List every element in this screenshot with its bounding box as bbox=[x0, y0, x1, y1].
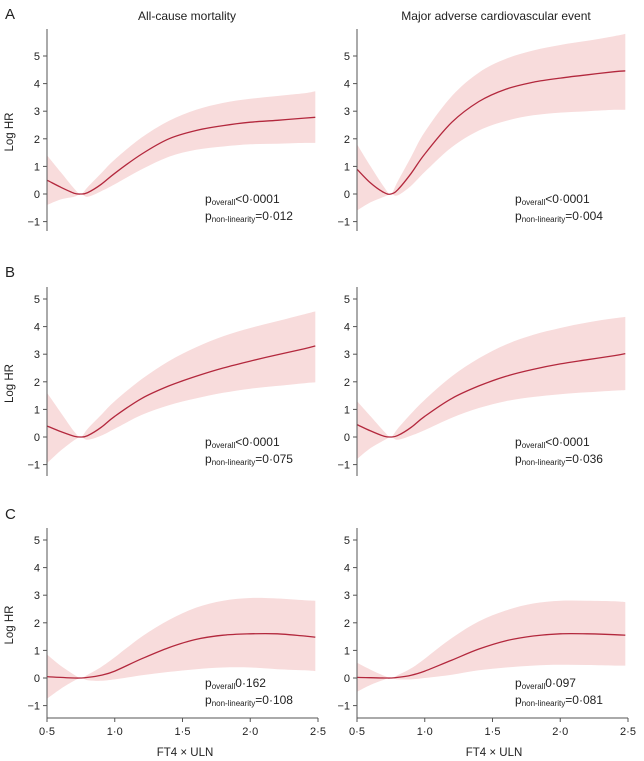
confidence-band bbox=[47, 91, 316, 205]
y-tick-label: 0 bbox=[34, 189, 40, 201]
confidence-band bbox=[357, 316, 626, 460]
panel-label-a: A bbox=[5, 6, 15, 23]
y-tick-label: 3 bbox=[34, 590, 40, 602]
panel-b-all-cause: −1 0 1 2 3 4 5 Log HR poverall<0·0001 pnon-linear… bbox=[4, 287, 316, 476]
y-tick-label: 1 bbox=[34, 645, 40, 657]
x-tick-label: 1·0 bbox=[417, 726, 433, 738]
p-nonlinearity-annotation: pnon-linearity=0·081 bbox=[515, 693, 603, 708]
y-tick-label: 3 bbox=[344, 349, 350, 361]
y-tick-label: 1 bbox=[344, 645, 350, 657]
y-tick-label: 3 bbox=[344, 590, 350, 602]
y-tick-label: 2 bbox=[344, 618, 350, 630]
x-tick-label: 1·5 bbox=[175, 726, 191, 738]
x-tick-label: 0·5 bbox=[349, 726, 365, 738]
x-tick-label: 2·5 bbox=[620, 726, 636, 738]
p-nonlinearity-annotation: pnon-linearity=0·075 bbox=[205, 452, 293, 467]
y-tick-label: 0 bbox=[34, 673, 40, 685]
p-nonlinearity-annotation: pnon-linearity=0·012 bbox=[205, 209, 293, 224]
y-tick-label: −1 bbox=[337, 217, 350, 229]
y-axis-label: Log HR bbox=[4, 606, 16, 645]
y-tick-label: 3 bbox=[344, 106, 350, 118]
p-overall-annotation: poverall<0·0001 bbox=[205, 435, 280, 450]
y-tick-label: −1 bbox=[27, 217, 40, 229]
x-tick-label: 1·0 bbox=[107, 726, 123, 738]
y-tick-label: 2 bbox=[34, 377, 40, 389]
x-axis-label-right: FT4 × ULN bbox=[466, 747, 523, 759]
y-axis-label: Log HR bbox=[4, 364, 16, 403]
y-tick-label: 1 bbox=[344, 161, 350, 173]
p-nonlinearity-annotation: pnon-linearity=0·108 bbox=[205, 693, 293, 708]
panel-label-b: B bbox=[5, 264, 15, 281]
y-tick-label: 1 bbox=[344, 404, 350, 416]
y-tick-label: 0 bbox=[34, 432, 40, 444]
column-title-mace: Major adverse cardiovascular event bbox=[401, 9, 591, 23]
y-tick-label: 0 bbox=[344, 673, 350, 685]
x-axis-label-left: FT4 × ULN bbox=[157, 747, 214, 759]
y-tick-label: 5 bbox=[34, 51, 40, 63]
y-axis-label: Log HR bbox=[4, 113, 16, 152]
confidence-band bbox=[357, 33, 626, 211]
y-tick-label: 4 bbox=[344, 79, 350, 91]
panel-a-mace: −1 0 1 2 3 4 5 poverall<0·0001 pnon-linearity=0·… bbox=[337, 29, 626, 231]
panel-b-mace: −1 0 1 2 3 4 5 poverall<0·0001 pnon-linearity=0·… bbox=[337, 287, 626, 476]
y-tick-label: 4 bbox=[34, 322, 40, 334]
y-tick-label: 4 bbox=[344, 563, 350, 575]
y-tick-label: 0 bbox=[344, 432, 350, 444]
x-tick-label: 2·0 bbox=[242, 726, 258, 738]
y-tick-label: 2 bbox=[34, 618, 40, 630]
y-tick-label: 2 bbox=[344, 377, 350, 389]
y-tick-label: 5 bbox=[344, 535, 350, 547]
y-tick-label: 5 bbox=[344, 294, 350, 306]
panel-label-c: C bbox=[5, 506, 16, 523]
hazard-ratio-curve bbox=[46, 116, 316, 195]
panel-c-mace: −1 0 1 2 3 4 5 0·5 1·0 1·5 2·0 2·5 poverall0·097 pnon… bbox=[337, 528, 636, 738]
p-nonlinearity-annotation: pnon-linearity=0·036 bbox=[515, 452, 603, 467]
y-tick-label: −1 bbox=[27, 701, 40, 713]
p-overall-annotation: poverall0·162 bbox=[205, 676, 266, 691]
y-tick-label: 3 bbox=[34, 349, 40, 361]
p-overall-annotation: poverall<0·0001 bbox=[515, 192, 590, 207]
y-tick-label: −1 bbox=[337, 460, 350, 472]
hazard-ratio-curve bbox=[46, 632, 316, 679]
hazard-ratio-curve bbox=[356, 352, 626, 438]
y-tick-label: −1 bbox=[337, 701, 350, 713]
y-tick-label: 4 bbox=[344, 322, 350, 334]
y-tick-label: 2 bbox=[344, 134, 350, 146]
column-title-all-cause: All-cause mortality bbox=[138, 9, 236, 23]
y-tick-label: 1 bbox=[34, 161, 40, 173]
confidence-band bbox=[47, 311, 316, 464]
x-tick-label: 2·5 bbox=[310, 726, 326, 738]
y-tick-label: 3 bbox=[34, 106, 40, 118]
x-tick-label: 1·5 bbox=[485, 726, 501, 738]
confidence-band bbox=[47, 597, 316, 699]
y-tick-label: 2 bbox=[34, 134, 40, 146]
y-tick-label: 5 bbox=[344, 51, 350, 63]
y-tick-label: 4 bbox=[34, 79, 40, 91]
confidence-band bbox=[357, 600, 626, 692]
y-tick-label: 5 bbox=[34, 535, 40, 547]
y-tick-label: 4 bbox=[34, 563, 40, 575]
p-overall-annotation: poverall0·097 bbox=[515, 676, 576, 691]
p-overall-annotation: poverall<0·0001 bbox=[205, 192, 280, 207]
hazard-ratio-curve bbox=[46, 345, 316, 438]
hazard-ratio-curve bbox=[356, 70, 626, 195]
y-tick-label: −1 bbox=[27, 460, 40, 472]
y-tick-label: 5 bbox=[34, 294, 40, 306]
panel-c-all-cause: −1 0 1 2 3 4 5 Log HR 0·5 1·0 1·5 2·0 2·5 poverall0·1… bbox=[4, 528, 326, 738]
y-tick-label: 1 bbox=[34, 404, 40, 416]
p-overall-annotation: poverall<0·0001 bbox=[515, 435, 590, 450]
x-tick-label: 0·5 bbox=[39, 726, 55, 738]
x-tick-label: 2·0 bbox=[552, 726, 568, 738]
p-nonlinearity-annotation: pnon-linearity=0·004 bbox=[515, 209, 603, 224]
hazard-ratio-curve bbox=[356, 632, 626, 679]
panel-a-all-cause: −1 0 1 2 3 4 5 Log HR poverall<0·0001 pnon-linear… bbox=[4, 29, 316, 231]
y-tick-label: 0 bbox=[344, 189, 350, 201]
